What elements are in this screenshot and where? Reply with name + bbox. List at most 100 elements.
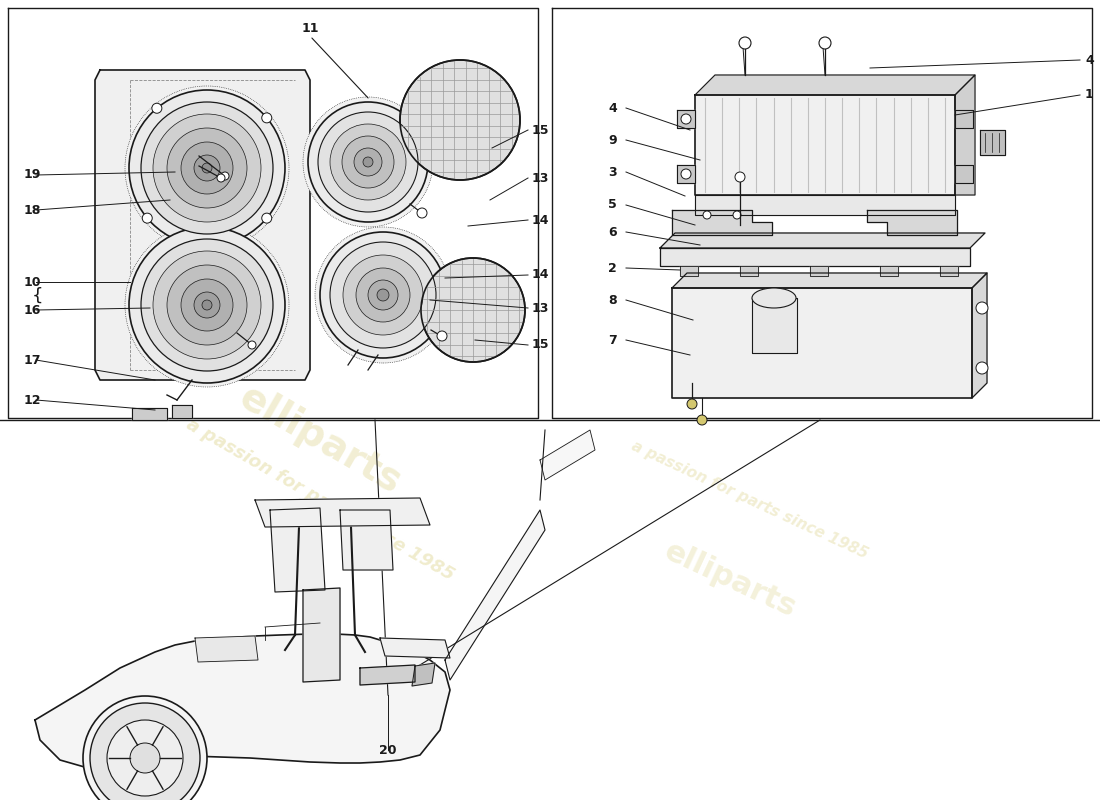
Circle shape <box>182 279 233 331</box>
Text: elliparts: elliparts <box>232 378 408 502</box>
Circle shape <box>107 720 183 796</box>
Circle shape <box>354 148 382 176</box>
Circle shape <box>194 292 220 318</box>
Circle shape <box>377 289 389 301</box>
Circle shape <box>262 213 272 223</box>
Text: 14: 14 <box>532 214 550 226</box>
Circle shape <box>820 37 830 49</box>
Circle shape <box>739 37 751 49</box>
Circle shape <box>735 172 745 182</box>
Circle shape <box>167 128 248 208</box>
Polygon shape <box>676 165 695 183</box>
Circle shape <box>202 300 212 310</box>
Text: 9: 9 <box>608 134 617 146</box>
Text: 15: 15 <box>532 123 550 137</box>
Polygon shape <box>8 8 538 418</box>
Text: 13: 13 <box>532 171 549 185</box>
Circle shape <box>142 213 152 223</box>
Circle shape <box>363 157 373 167</box>
Polygon shape <box>95 70 310 380</box>
Text: 13: 13 <box>532 302 549 314</box>
Polygon shape <box>412 663 434 686</box>
Circle shape <box>202 163 212 173</box>
Circle shape <box>688 399 697 409</box>
Circle shape <box>248 341 256 349</box>
Polygon shape <box>880 266 898 276</box>
Circle shape <box>221 172 229 180</box>
Polygon shape <box>446 510 544 680</box>
Circle shape <box>129 227 285 383</box>
Polygon shape <box>302 588 340 682</box>
Polygon shape <box>980 130 1005 155</box>
Text: 5: 5 <box>608 198 617 211</box>
Circle shape <box>400 60 520 180</box>
Text: 16: 16 <box>24 303 42 317</box>
Circle shape <box>141 239 273 371</box>
Polygon shape <box>379 638 450 658</box>
Polygon shape <box>695 95 955 195</box>
Polygon shape <box>195 636 258 662</box>
Polygon shape <box>540 430 595 480</box>
Text: 14: 14 <box>532 269 550 282</box>
Circle shape <box>153 114 261 222</box>
Circle shape <box>90 703 200 800</box>
Circle shape <box>330 242 436 348</box>
Ellipse shape <box>752 288 796 308</box>
Polygon shape <box>867 210 957 235</box>
Circle shape <box>976 302 988 314</box>
Circle shape <box>681 169 691 179</box>
Text: 19: 19 <box>24 169 42 182</box>
Text: 11: 11 <box>301 22 319 34</box>
Text: 8: 8 <box>608 294 617 306</box>
Polygon shape <box>955 165 974 183</box>
Circle shape <box>697 415 707 425</box>
Circle shape <box>125 86 289 250</box>
Circle shape <box>315 227 451 363</box>
Polygon shape <box>340 510 393 570</box>
Circle shape <box>330 124 406 200</box>
Circle shape <box>417 208 427 218</box>
Polygon shape <box>270 508 324 592</box>
Circle shape <box>129 90 285 246</box>
Text: 4: 4 <box>608 102 617 114</box>
Text: 17: 17 <box>24 354 42 366</box>
Circle shape <box>343 255 424 335</box>
Circle shape <box>421 258 525 362</box>
Polygon shape <box>955 110 974 128</box>
Circle shape <box>125 223 289 387</box>
Polygon shape <box>672 288 972 398</box>
Circle shape <box>356 268 410 322</box>
Circle shape <box>152 103 162 114</box>
Circle shape <box>342 136 394 188</box>
Circle shape <box>368 280 398 310</box>
Polygon shape <box>740 266 758 276</box>
Circle shape <box>130 743 159 773</box>
Text: a passion for parts since 1985: a passion for parts since 1985 <box>183 416 458 584</box>
Polygon shape <box>35 634 450 770</box>
Circle shape <box>141 102 273 234</box>
Circle shape <box>82 696 207 800</box>
Polygon shape <box>672 273 987 288</box>
Polygon shape <box>360 665 415 685</box>
Polygon shape <box>672 210 772 235</box>
Text: 12: 12 <box>24 394 42 406</box>
Polygon shape <box>552 8 1092 418</box>
Circle shape <box>976 362 988 374</box>
Circle shape <box>302 97 433 227</box>
Polygon shape <box>695 195 955 215</box>
Circle shape <box>437 331 447 341</box>
Circle shape <box>681 114 691 124</box>
Text: 3: 3 <box>608 166 617 178</box>
Polygon shape <box>695 75 975 95</box>
Text: {: { <box>32 287 44 305</box>
Text: elliparts: elliparts <box>659 537 801 623</box>
Polygon shape <box>940 266 958 276</box>
Polygon shape <box>752 298 798 353</box>
Text: 6: 6 <box>608 226 617 238</box>
Text: 4: 4 <box>1085 54 1093 66</box>
Circle shape <box>320 232 446 358</box>
Text: a passion for parts since 1985: a passion for parts since 1985 <box>629 438 870 562</box>
Circle shape <box>217 174 226 182</box>
Text: 2: 2 <box>608 262 617 274</box>
Polygon shape <box>810 266 828 276</box>
